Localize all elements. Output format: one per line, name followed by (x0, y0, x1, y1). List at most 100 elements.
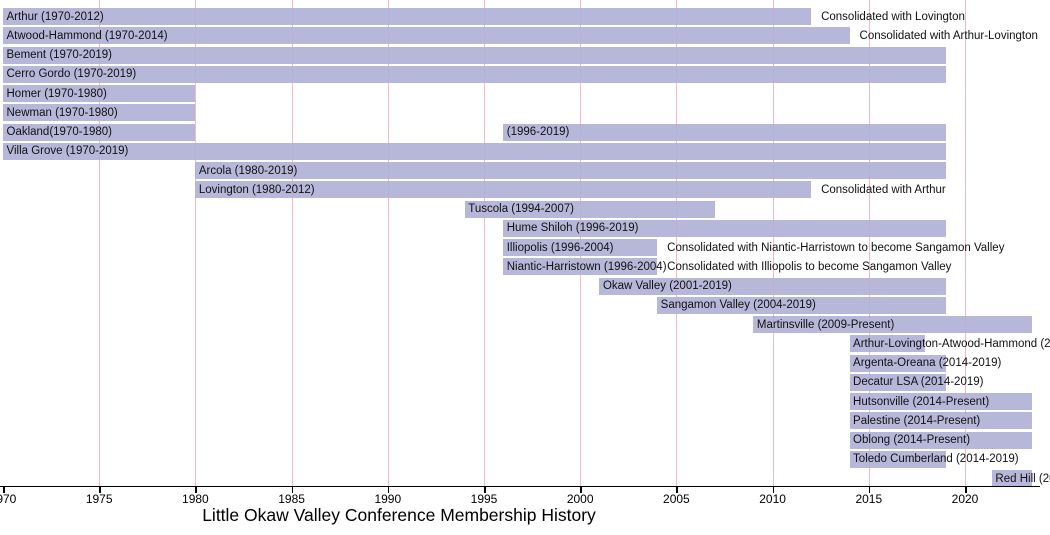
gridline-2015 (868, 0, 870, 486)
bar-label: Arthur (1970-2012) (6, 10, 104, 23)
consolidation-annotation: Consolidated with Lovington (821, 10, 965, 23)
timeline-bar (464, 200, 715, 218)
tick-label-1995: 1995 (470, 492, 498, 506)
timeline-row: Newman (1970-1980) (0, 104, 1050, 122)
tick-label-1970: 1970 (0, 492, 17, 506)
bar-label: Newman (1970-1980) (6, 106, 118, 119)
timeline-bar (849, 373, 946, 391)
timeline-bar (599, 277, 946, 295)
tick-mark-2020 (965, 487, 967, 493)
tick-mark-2015 (868, 487, 871, 493)
bar-label: Bement (1970-2019) (6, 49, 112, 61)
timeline-bar (3, 65, 946, 83)
timeline-row: Bement (1970-2019) (0, 46, 1050, 64)
bar-label: Atwood-Hammond (1970-2014) (6, 29, 168, 42)
timeline-bar (849, 393, 1033, 410)
tick-label-2005: 2005 (663, 492, 690, 506)
tick-label-2010: 2010 (759, 492, 786, 506)
timeline-bar (195, 181, 812, 199)
timeline-row: Illiopolis (1996-2004) Consolidated with … (0, 239, 1050, 256)
timeline-bar (753, 316, 1033, 333)
gridline-1980 (195, 0, 197, 486)
gridline-1985 (291, 0, 293, 486)
bar-label: Tuscola (1994-2007) (468, 203, 574, 215)
timeline-row: Arthur (1970-2012) Consolidated with Lovi… (0, 8, 1050, 25)
timeline-row: Sangamon Valley (2004-2019) (0, 296, 1050, 314)
gridline-2010 (772, 0, 774, 486)
timeline-bar (849, 335, 925, 353)
bar-label: Oblong (2014-Present) (853, 434, 971, 446)
timeline-bar (3, 27, 850, 45)
consolidation-annotation: Consolidated with Arthur-Lovington (859, 29, 1038, 42)
timeline-row: Oakland(1970-1980) (1996-2019) (0, 123, 1050, 141)
bar-label: Arcola (1980-2019) (198, 164, 298, 177)
gridline-2020 (965, 0, 966, 486)
timeline-bar (3, 46, 946, 64)
timeline-bar (503, 239, 658, 256)
timeline-bar (3, 142, 946, 160)
consolidation-annotation: Consolidated with Niantic-Harristown to … (667, 241, 1005, 254)
timeline-bar (503, 123, 946, 141)
tick-mark-1985 (291, 487, 294, 493)
timeline-row: Palestine (2014-Present) (0, 412, 1050, 430)
timeline-row: Hutsonville (2014-Present) (0, 393, 1050, 410)
bar-label: Hutsonville (2014-Present) (853, 395, 990, 408)
bar-label: Decatur LSA (2014-2019) (853, 376, 984, 389)
bar-label: Cerro Gordo (1970-2019) (6, 68, 137, 81)
timeline-row: Martinsville (2009-Present) (0, 316, 1050, 333)
timeline-bar (3, 8, 812, 25)
timeline-row: Tuscola (1994-2007) (0, 200, 1050, 218)
bar-label: Toledo Cumberland (2014-2019) (853, 453, 1019, 466)
timeline-bar (3, 123, 196, 141)
timeline-row: Niantic-Harristown (1996-2004) Consolidat… (0, 258, 1050, 276)
bar-label: Argenta-Oreana (2014-2019) (853, 357, 1002, 369)
timeline-row: Toledo Cumberland (2014-2019) (0, 450, 1050, 468)
tick-mark-1975 (99, 487, 101, 493)
timeline-row: Arthur-Lovington-Atwood-Hammond (2014 (0, 335, 1050, 353)
consolidation-annotation: Consolidated with Illiopolis to become S… (667, 260, 952, 273)
timeline-row: Arcola (1980-2019) (0, 162, 1050, 179)
bar-label: Lovington (1980-2012) (198, 183, 315, 196)
timeline-bar (849, 354, 946, 372)
timeline-row: Oblong (2014-Present) (0, 431, 1050, 449)
timeline-row: Okaw Valley (2001-2019) (0, 277, 1050, 295)
timeline-bar (195, 162, 946, 179)
consolidation-annotation: Consolidated with Arthur (821, 183, 946, 196)
tick-label-2020: 2020 (951, 492, 979, 506)
bar-label: Martinsville (2009-Present) (756, 318, 895, 331)
tick-label-1990: 1990 (374, 492, 402, 506)
bar-label: Arthur-Lovington-Atwood-Hammond (2014 (853, 337, 1050, 350)
timeline-row: Cerro Gordo (1970-2019) (0, 65, 1050, 83)
timeline-row: Red Hill (20 (0, 470, 1050, 487)
timeline-bar (3, 85, 196, 102)
gridline-2005 (676, 0, 678, 486)
bar-label: Illiopolis (1996-2004) (506, 241, 614, 254)
tick-label-1975: 1975 (85, 492, 113, 506)
timeline-bar (991, 470, 1033, 487)
bar-label: Okaw Valley (2001-2019) (602, 280, 732, 292)
timeline-bar (503, 258, 658, 276)
bar-label: Villa Grove (1970-2019) (6, 145, 129, 158)
timeline-row: Homer (1970-1980) (0, 85, 1050, 102)
bar-label: Oakland(1970-1980) (6, 126, 113, 138)
timeline-row: Hume Shiloh (1996-2019) (0, 219, 1050, 237)
chart-title: Little Okaw Valley Conference Membership… (202, 505, 596, 525)
bar-label: Palestine (2014-Present) (853, 414, 981, 427)
bar-label: Red Hill (20 (995, 472, 1050, 485)
bar-label: Sangamon Valley (2004-2019) (660, 299, 816, 312)
gridline-1995 (484, 0, 485, 486)
timeline-row: Argenta-Oreana (2014-2019) (0, 354, 1050, 372)
tick-label-1985: 1985 (278, 492, 305, 506)
timeline-row: Atwood-Hammond (1970-2014) Consolidated w… (0, 27, 1050, 45)
timeline-bar (3, 104, 196, 122)
timeline-bar (503, 219, 946, 237)
tick-mark-2005 (676, 487, 678, 493)
timeline-bar (849, 431, 1033, 449)
tick-mark-1995 (484, 487, 486, 493)
gridline-1975 (99, 0, 101, 486)
x-axis-line (0, 486, 1040, 487)
timeline-bar (657, 296, 946, 314)
bar-label: Niantic-Harristown (1996-2004) (506, 260, 667, 273)
timeline-row: Villa Grove (1970-2019) (0, 142, 1050, 160)
